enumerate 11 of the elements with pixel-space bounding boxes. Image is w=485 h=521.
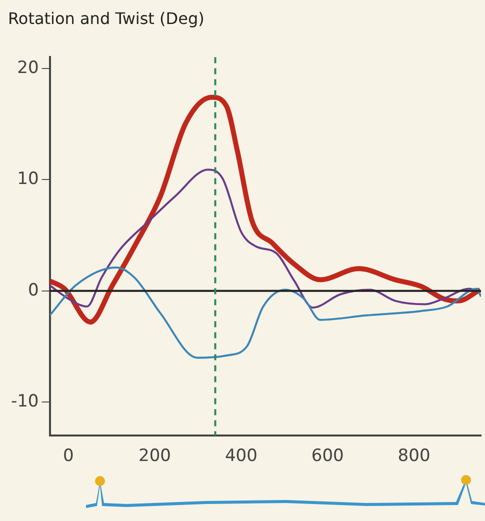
x-tick-label: 800 — [398, 446, 430, 466]
x-tick-label: 200 — [138, 446, 171, 466]
y-tick-label: 0 — [28, 280, 39, 300]
y-tick-label: 20 — [17, 58, 39, 78]
x-tick-label: 400 — [224, 446, 258, 466]
x-tick-label: 0 — [62, 446, 74, 466]
line-series — [50, 266, 481, 359]
chart-title: Rotation and Twist (Deg) — [8, 8, 204, 28]
y-tick-label: -10 — [10, 392, 39, 412]
x-tick-label: 600 — [311, 446, 344, 466]
y-tick-label: 10 — [17, 169, 39, 190]
